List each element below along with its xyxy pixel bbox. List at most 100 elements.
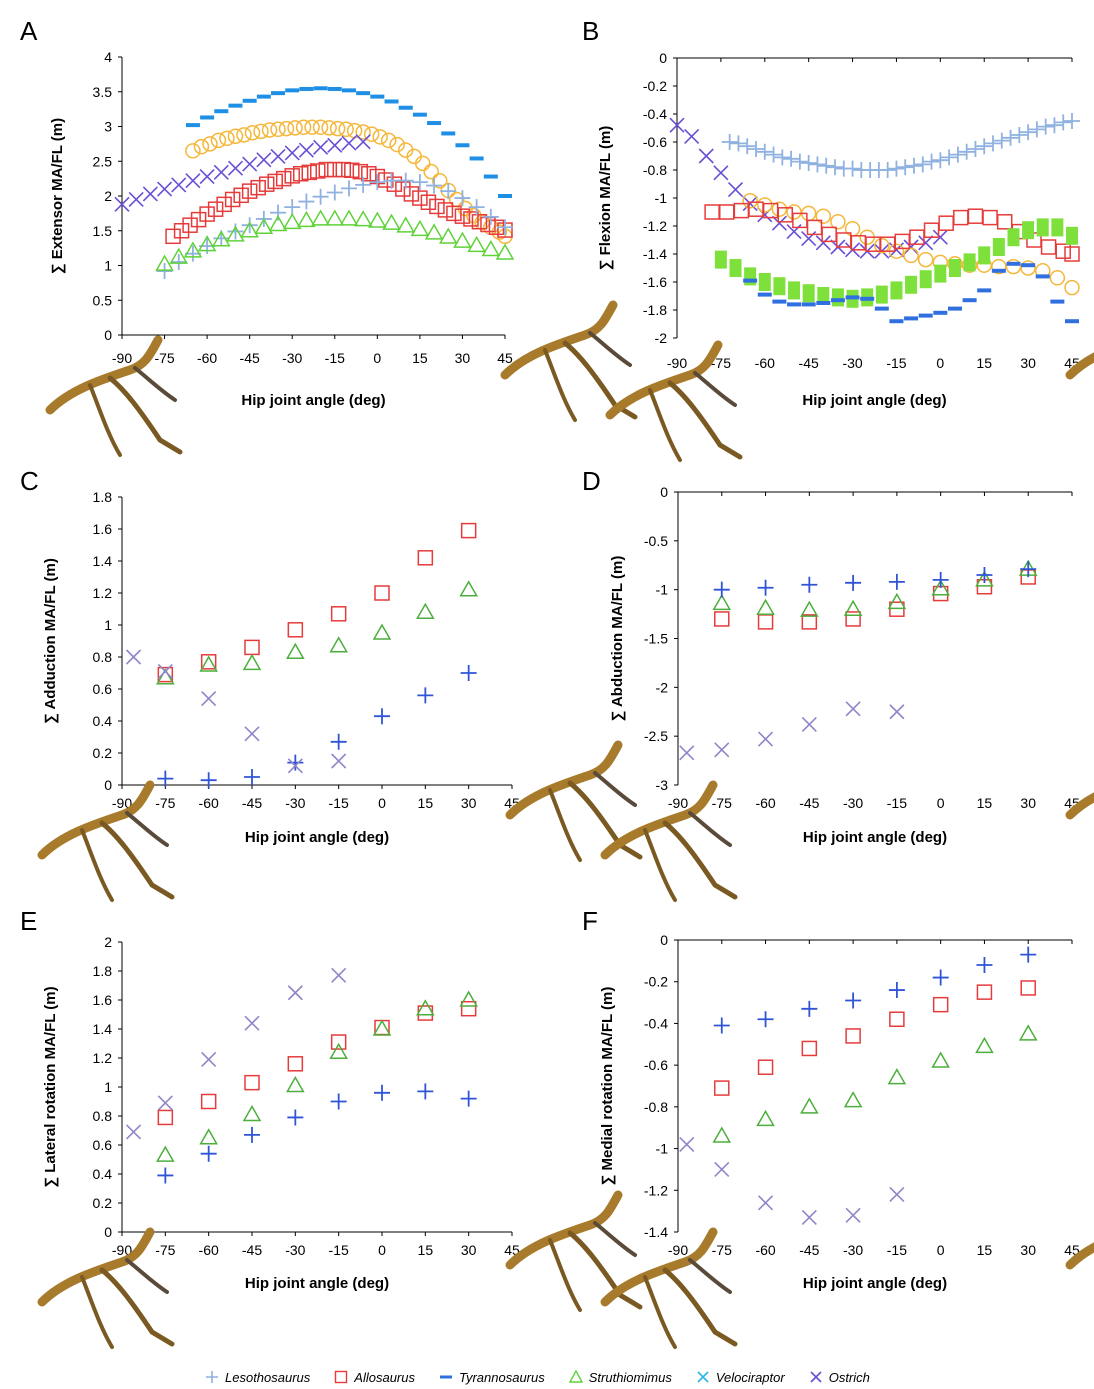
x-tick-label: -90 [112, 795, 132, 811]
y-tick-label: 0 [660, 484, 668, 500]
y-tick-label: 1.2 [93, 1050, 113, 1066]
data-point-allosaurus [267, 173, 283, 190]
x-tick-label: -15 [329, 1242, 349, 1258]
y-axis-label: ∑ Flexion MA/FL (m) [597, 126, 614, 271]
panel-letter: F [582, 906, 598, 936]
data-point-tyrannosaurus [977, 288, 992, 293]
series-lesothosaurus [713, 946, 1037, 1034]
data-point-struthiomimus [329, 636, 348, 653]
data-point-lesothosaurus [888, 982, 905, 999]
data-point-struthiomimus [156, 1145, 175, 1162]
data-point-ostrich [331, 967, 347, 983]
data-point-lesothosaurus [914, 156, 931, 173]
data-point-allosaurus [446, 205, 462, 222]
data-point-tyrannosaurus [441, 131, 456, 136]
data-point-ostrich [801, 716, 817, 733]
y-tick-label: -2 [655, 330, 668, 346]
data-point-allosaurus [777, 207, 794, 223]
data-point-ostrich [242, 156, 258, 172]
series-allosaurus [714, 980, 1036, 1096]
data-point-tyrannosaurus [313, 86, 328, 91]
y-tick-label: -1.8 [643, 302, 667, 318]
data-point-struthiomimus [368, 211, 387, 228]
y-tick-label: 0.8 [93, 1108, 113, 1124]
data-point-tyrannosaurus [299, 86, 314, 91]
series-allosaurus [157, 1000, 477, 1126]
data-point-lesothosaurus [156, 263, 173, 280]
data-point-allosaurus [1020, 980, 1036, 996]
data-point-allosaurus-yellow [874, 237, 890, 254]
data-point-allosaurus-yellow [771, 201, 788, 217]
data-point-lesothosaurus [993, 132, 1010, 149]
data-point-ostrich [889, 1186, 905, 1203]
skeleton-left-icon [605, 340, 743, 462]
legend-label: Tyrannosaurus [458, 1369, 545, 1385]
y-tick-label: 2 [104, 934, 112, 950]
data-point-struthiomimus [919, 270, 932, 289]
y-tick-label: 0.4 [93, 713, 113, 729]
data-point-lesothosaurus [330, 733, 347, 750]
series-ostrich [679, 701, 905, 761]
data-point-struthiomimus [155, 254, 174, 271]
y-tick-label: -1.2 [643, 218, 667, 234]
y-tick-label: 0.4 [93, 1166, 113, 1182]
data-point-lesothosaurus [340, 180, 357, 197]
data-point-tyrannosaurus [1065, 319, 1079, 324]
data-point-tyrannosaurus [787, 302, 802, 307]
data-point-struthiomimus [831, 288, 844, 307]
data-point-ostrich [815, 235, 831, 251]
data-point-ostrich [327, 137, 343, 153]
data-point-allosaurus [714, 611, 730, 627]
data-point-allosaurus [287, 1056, 304, 1072]
x-tick-label: -90 [112, 350, 132, 366]
data-point-allosaurus [244, 639, 260, 656]
y-tick-label: 1 [104, 258, 112, 274]
data-point-struthiomimus [712, 593, 732, 611]
data-point-ostrich [355, 134, 371, 150]
data-point-lesothosaurus [1020, 561, 1037, 578]
data-point-ostrich [199, 168, 215, 185]
data-point-struthiomimus [199, 655, 218, 672]
x-tick-label: -15 [886, 355, 906, 371]
data-point-lesothosaurus [713, 1017, 730, 1034]
data-point-allosaurus-yellow [261, 122, 278, 138]
data-point-lesothosaurus [800, 155, 817, 171]
data-point-lesothosaurus [244, 769, 260, 785]
data-point-struthiomimus [758, 273, 771, 291]
data-point-struthiomimus [931, 579, 950, 596]
data-point-ostrich [742, 196, 758, 212]
data-point-tyrannosaurus [242, 98, 257, 103]
y-tick-label: -0.4 [643, 106, 667, 122]
data-point-lesothosaurus [374, 708, 390, 725]
data-point-lesothosaurus [157, 1167, 174, 1184]
x-tick-label: -90 [668, 1242, 688, 1258]
data-point-lesothosaurus [460, 665, 477, 681]
data-point-tyrannosaurus [816, 301, 831, 305]
data-point-allosaurus [244, 1074, 260, 1091]
x-axis-label: Hip joint angle (deg) [241, 392, 385, 409]
data-point-struthiomimus [800, 600, 819, 617]
y-tick-label: 4 [104, 49, 112, 65]
x-tick-label: -75 [155, 1242, 175, 1258]
x-tick-label: -60 [755, 355, 775, 371]
y-tick-label: -3 [656, 777, 669, 793]
skeleton-right-icon [1065, 792, 1094, 820]
data-point-ostrich [932, 229, 948, 245]
data-point-lesothosaurus [757, 1011, 774, 1028]
panel-c: C 0 0.2 0.4 0.6 0.8 1 1.2 1.4 1.6 1.8 -90 -75 -60 -45 -… [20, 466, 643, 902]
x-tick-label: -75 [711, 355, 731, 371]
x-tick-label: 0 [378, 1242, 386, 1258]
skeleton-right-icon [1065, 1242, 1094, 1270]
skeleton-right-icon [1065, 352, 1094, 380]
x-tick-label: 0 [378, 795, 386, 811]
data-point-allosaurus [165, 228, 181, 245]
data-point-struthiomimus [416, 602, 435, 619]
data-point-allosaurus-yellow [815, 208, 832, 224]
data-point-lesothosaurus [801, 576, 818, 593]
y-tick-label: -0.6 [644, 1057, 668, 1073]
data-point-lesothosaurus [827, 159, 843, 176]
series-allosaurus [714, 569, 1036, 630]
x-tick-label: 15 [418, 795, 434, 811]
data-point-lesothosaurus [497, 219, 513, 236]
data-point-allosaurus [923, 222, 940, 238]
